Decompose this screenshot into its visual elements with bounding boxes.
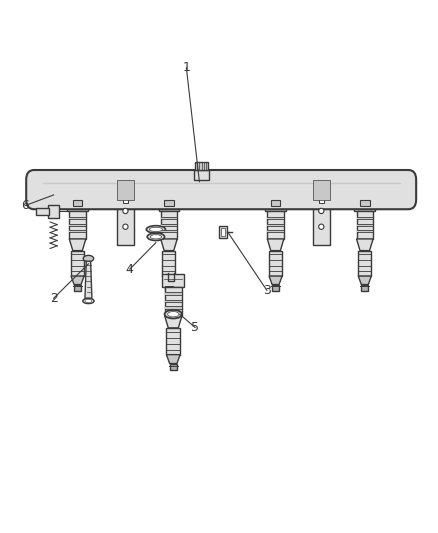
Bar <box>161 212 177 239</box>
Bar <box>221 228 225 236</box>
Bar <box>69 212 86 239</box>
Bar <box>164 200 174 206</box>
Bar <box>123 182 128 203</box>
Text: 4: 4 <box>126 263 134 276</box>
Bar <box>162 251 176 276</box>
Bar <box>194 170 209 180</box>
Ellipse shape <box>168 312 179 317</box>
Ellipse shape <box>83 298 94 304</box>
Polygon shape <box>69 239 86 251</box>
Polygon shape <box>269 276 282 285</box>
Text: 2: 2 <box>49 292 57 305</box>
Bar <box>267 217 284 219</box>
Ellipse shape <box>83 255 94 262</box>
Bar <box>161 230 177 232</box>
Ellipse shape <box>150 235 162 239</box>
Polygon shape <box>165 316 182 328</box>
Bar <box>267 224 284 226</box>
Ellipse shape <box>123 224 128 229</box>
Bar <box>69 224 86 226</box>
Bar <box>272 285 279 291</box>
Bar <box>269 251 282 276</box>
Bar <box>361 285 368 291</box>
Ellipse shape <box>146 225 166 233</box>
Bar <box>165 293 182 295</box>
Polygon shape <box>71 276 84 285</box>
Bar <box>36 208 49 215</box>
Bar <box>67 200 88 212</box>
Ellipse shape <box>147 233 165 240</box>
Bar <box>71 251 84 276</box>
Bar <box>48 205 59 218</box>
Bar <box>117 190 134 245</box>
Polygon shape <box>166 354 180 364</box>
Bar <box>161 217 177 219</box>
Polygon shape <box>161 239 177 251</box>
Bar <box>360 200 370 206</box>
Polygon shape <box>267 239 284 251</box>
Bar <box>357 230 373 232</box>
Bar <box>357 212 373 239</box>
Bar <box>162 274 184 287</box>
Bar <box>170 364 177 370</box>
Text: 3: 3 <box>263 284 271 297</box>
Bar <box>69 230 86 232</box>
Bar <box>313 190 329 245</box>
Ellipse shape <box>149 227 162 231</box>
Bar <box>313 180 329 200</box>
Polygon shape <box>357 239 373 251</box>
Text: 5: 5 <box>191 321 199 334</box>
Bar <box>267 230 284 232</box>
Polygon shape <box>85 261 92 298</box>
Polygon shape <box>358 276 371 285</box>
Ellipse shape <box>319 208 324 214</box>
Bar <box>358 251 371 276</box>
Bar <box>319 182 324 203</box>
Bar <box>165 300 182 302</box>
Bar <box>357 217 373 219</box>
FancyBboxPatch shape <box>26 170 416 209</box>
Text: 1: 1 <box>182 61 190 74</box>
Bar <box>69 217 86 219</box>
Text: 6: 6 <box>21 199 29 212</box>
Bar <box>195 161 208 170</box>
Ellipse shape <box>165 310 182 318</box>
Bar <box>117 180 134 200</box>
Ellipse shape <box>85 300 92 303</box>
Bar <box>161 224 177 226</box>
Ellipse shape <box>123 208 128 214</box>
Bar <box>166 328 180 354</box>
Ellipse shape <box>319 224 324 229</box>
Bar <box>271 200 280 206</box>
Bar <box>219 226 227 238</box>
Bar <box>166 285 173 291</box>
Bar <box>73 200 82 206</box>
Bar <box>267 212 284 239</box>
Bar <box>357 224 373 226</box>
Bar <box>74 285 81 291</box>
Bar <box>159 200 180 212</box>
Bar <box>354 200 375 212</box>
Bar <box>165 306 182 309</box>
Bar <box>165 287 182 316</box>
Bar <box>265 200 286 212</box>
Polygon shape <box>162 276 176 285</box>
